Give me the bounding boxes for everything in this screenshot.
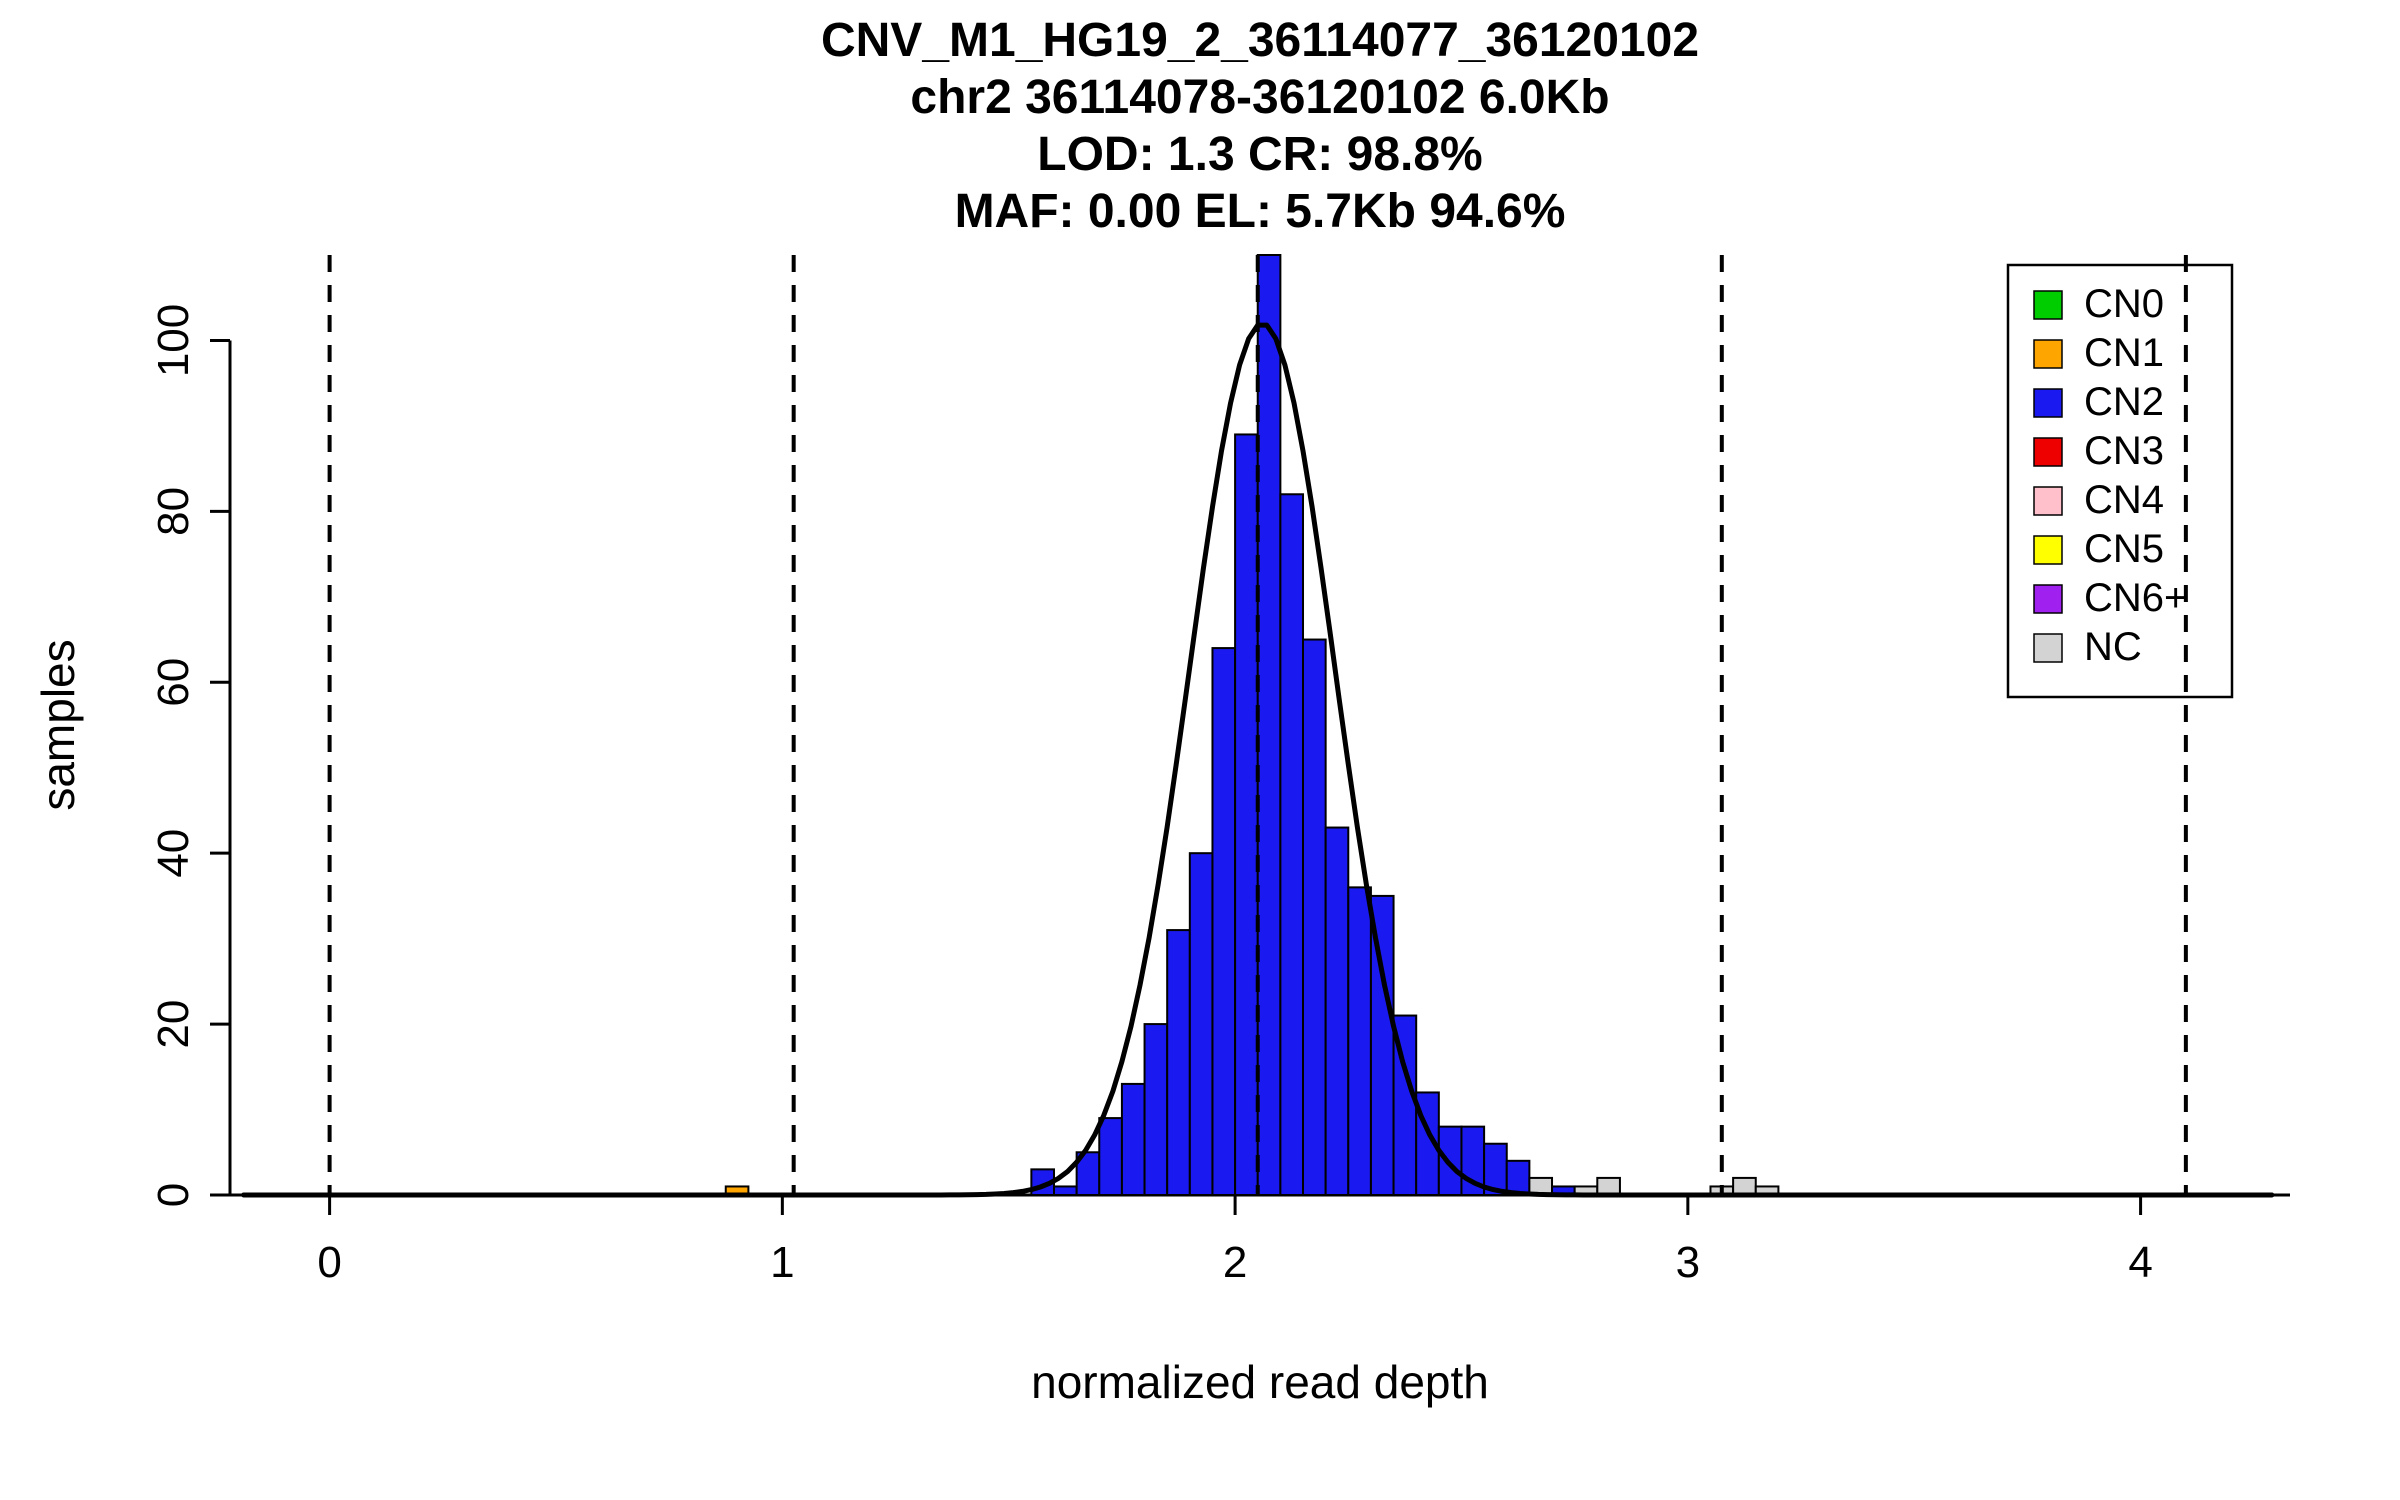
histogram-bar-nc: [1596, 1176, 1621, 1196]
legend-swatch-cn5: [2033, 535, 2063, 565]
legend-label: CN6+: [2084, 576, 2187, 620]
legend-label: CN1: [2084, 331, 2164, 375]
chart-title-line-3: LOD: 1.3 CR: 98.8%: [1037, 128, 1483, 181]
legend: CN0 CN1 CN2 CN3 CN4 CN5 CN6+ NC: [2006, 263, 2234, 699]
histogram-bar-cn2: [1211, 647, 1237, 1196]
legend-label: CN2: [2084, 380, 2164, 424]
histogram-bar-cn2: [1234, 433, 1259, 1197]
legend-swatch-cn0: [2033, 290, 2063, 320]
x-tick-label: 0: [317, 1238, 341, 1287]
legend-swatch-cn3: [2033, 437, 2063, 467]
histogram-bar-cn2: [1505, 1159, 1531, 1197]
legend-label: NC: [2084, 625, 2142, 669]
legend-label: CN0: [2084, 282, 2164, 326]
histogram-bar-cn2: [1166, 929, 1191, 1196]
cn-dashed-lines: [327, 255, 2188, 1195]
x-tick-label: 4: [2128, 1238, 2152, 1287]
histogram-bars: [724, 254, 1780, 1197]
chart-title-line-1: CNV_M1_HG19_2_36114077_36120102: [820, 14, 1700, 67]
histogram-bar-cn2: [1143, 1023, 1169, 1197]
legend-swatch-nc: [2033, 633, 2063, 663]
histogram-bar-cn2: [1437, 1125, 1463, 1196]
histogram-bar-cn2: [1053, 1185, 1078, 1197]
histogram-bar-nc: [1732, 1176, 1757, 1196]
histogram-bar-cn2: [1098, 1117, 1123, 1197]
y-tick-label: 100: [149, 304, 198, 377]
histogram-bar-cn2: [1279, 493, 1305, 1197]
y-tick-label: 40: [149, 829, 198, 878]
chart-title-line-4: MAF: 0.00 EL: 5.7Kb 94.6%: [954, 185, 1566, 238]
legend-label: CN3: [2084, 429, 2164, 473]
legend-label: CN4: [2084, 478, 2164, 522]
histogram-bar-cn2: [1324, 826, 1350, 1197]
legend-swatch-cn6+: [2033, 584, 2063, 614]
histogram-bar-cn2: [1347, 886, 1372, 1196]
x-tick-label: 3: [1676, 1238, 1700, 1287]
histogram-bar-cn2: [1188, 852, 1214, 1196]
legend-swatch-cn2: [2033, 388, 2063, 418]
chart-title-line-2: chr2 36114078-36120102 6.0Kb: [910, 71, 1610, 124]
y-tick-label: 80: [149, 487, 198, 536]
y-axis-label: samples: [32, 639, 84, 811]
legend-swatch-cn1: [2033, 339, 2063, 369]
histogram-bar-cn2: [1302, 638, 1327, 1196]
x-axis-label: normalized read depth: [1031, 1356, 1489, 1408]
legend-swatch-cn4: [2033, 486, 2063, 516]
histogram-bar-cn2: [1120, 1082, 1146, 1196]
y-tick-label: 20: [149, 1000, 198, 1049]
chart-title-block: CNV_M1_HG19_2_36114077_36120102 chr2 361…: [120, 12, 2400, 240]
y-tick-label: 0: [149, 1183, 198, 1207]
legend-box: [2006, 263, 2234, 699]
x-tick-label: 2: [1223, 1238, 1247, 1287]
y-tick-label: 60: [149, 658, 198, 707]
histogram-bar-cn2: [1256, 254, 1282, 1196]
x-tick-label: 1: [770, 1238, 794, 1287]
legend-label: CN5: [2084, 527, 2164, 571]
